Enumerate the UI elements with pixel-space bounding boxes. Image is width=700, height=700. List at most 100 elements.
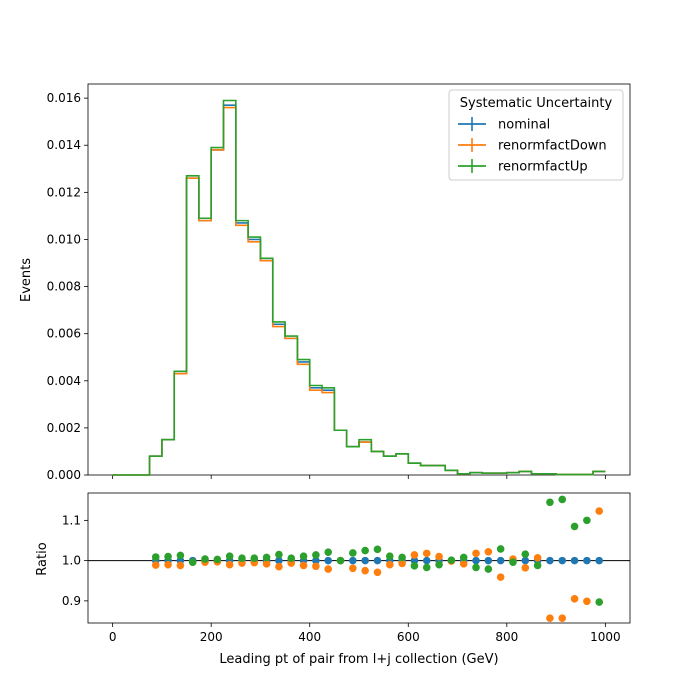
legend-frame xyxy=(448,89,624,181)
ratio-point-renormfactup xyxy=(287,554,296,563)
ratio-point-renormfactup xyxy=(583,516,591,525)
ratio-point-renormfactup xyxy=(422,563,431,572)
main-series-group xyxy=(112,99,606,476)
main-y-ticks: 0.000 0.002 0.004 0.006 0.008 0.010 0.012 0.014… xyxy=(47,91,88,482)
ratio-point-renormfactup xyxy=(151,553,160,561)
ratio-point-renormfactup xyxy=(521,550,530,558)
ratio-point-renormfactdown xyxy=(422,549,431,558)
ratio-point-renormfactup xyxy=(312,551,320,559)
ratio-y-tick-label: 1.1 xyxy=(62,513,81,527)
main-y-tick-label: 0.004 xyxy=(47,374,81,388)
ratio-point-renormfactup xyxy=(373,545,382,554)
ratio-point-nominal xyxy=(312,556,320,565)
ratio-point-nominal xyxy=(410,556,419,565)
legend-title: Systematic Uncertainty xyxy=(460,96,613,111)
ratio-point-renormfactup xyxy=(398,553,406,562)
ratio-point-nominal xyxy=(349,556,357,565)
ratio-point-renormfactup xyxy=(164,552,172,561)
main-y-tick-label: 0.006 xyxy=(47,327,81,341)
ratio-point-renormfactup xyxy=(213,555,222,564)
main-y-tick-label: 0.016 xyxy=(47,91,81,105)
ratio-plot-frame xyxy=(87,492,631,624)
ratio-point-nominal xyxy=(472,556,480,565)
x-tick-label: 400 xyxy=(298,630,321,644)
ratio-point-renormfactup xyxy=(176,551,185,560)
ratio-point-renormfactup xyxy=(410,562,419,570)
ratio-point-renormfactdown xyxy=(361,566,369,575)
ratio-y-tick-label: 0.9 xyxy=(62,594,81,608)
ratio-point-renormfactup xyxy=(299,552,308,560)
ratio-point-nominal xyxy=(546,556,554,565)
ratio-point-nominal xyxy=(275,556,283,565)
ratio-point-nominal xyxy=(484,556,493,565)
x-tick-label: 200 xyxy=(200,630,223,644)
main-y-tick-label: 0.000 xyxy=(47,468,81,482)
ratio-point-renormfactup xyxy=(324,548,333,556)
ratio-point-renormfactdown xyxy=(583,597,591,606)
ratio-point-renormfactup xyxy=(447,556,456,565)
legend-label-renormfactdown: renormfactDown xyxy=(498,139,607,154)
ratio-point-renormfactup xyxy=(250,554,259,563)
ratio-point-renormfactup xyxy=(533,561,542,570)
ratio-point-nominal xyxy=(361,556,369,565)
ratio-point-renormfactdown xyxy=(385,560,394,569)
ratio-point-renormfactdown xyxy=(275,562,283,571)
ratio-point-renormfactdown xyxy=(533,553,542,562)
ratio-point-nominal xyxy=(496,556,505,565)
ratio-point-renormfactup xyxy=(262,553,271,562)
ratio-point-nominal xyxy=(558,556,567,565)
ratio-point-renormfactdown xyxy=(299,561,308,570)
ratio-point-renormfactup xyxy=(201,555,209,563)
ratio-point-renormfactup xyxy=(188,558,197,567)
ratio-point-renormfactdown xyxy=(459,560,468,568)
ratio-point-renormfactdown xyxy=(410,551,419,559)
ratio-y-ticks: 0.9 1.0 1.1 xyxy=(62,513,88,608)
ratio-point-renormfactdown xyxy=(225,560,234,569)
ratio-point-renormfactdown xyxy=(312,562,320,571)
main-y-tick-label: 0.014 xyxy=(47,138,81,152)
ratio-point-renormfactdown xyxy=(373,568,382,577)
ratio-point-renormfactup xyxy=(570,522,579,531)
main-y-tick-label: 0.010 xyxy=(47,232,81,246)
ratio-point-renormfactup xyxy=(336,556,345,565)
ratio-point-renormfactdown xyxy=(472,549,480,558)
main-y-tick-label: 0.012 xyxy=(47,185,81,199)
ratio-point-renormfactdown xyxy=(349,564,357,573)
ratio-point-renormfactdown xyxy=(164,560,172,569)
main-plot-panel: 0.000 0.002 0.004 0.006 0.008 0.010 0.012 0.014… xyxy=(19,83,631,482)
ratio-point-renormfactup xyxy=(558,495,567,504)
main-y-tick-label: 0.008 xyxy=(47,280,81,294)
ratio-point-nominal xyxy=(595,556,604,565)
x-tick-label: 1000 xyxy=(590,630,621,644)
series-renormfactup-step-line xyxy=(112,99,606,476)
ratio-point-renormfactdown xyxy=(176,561,185,570)
ratio-plot-panel: 0.9 1.0 1.1 0 200 400 600 800 1000 Ratio xyxy=(35,492,631,644)
ratio-point-renormfactdown xyxy=(484,547,493,556)
ratio-point-renormfactdown xyxy=(496,573,505,581)
ratio-point-nominal xyxy=(422,556,431,565)
main-y-tick-label: 0.002 xyxy=(47,421,81,435)
ratio-point-renormfactup xyxy=(546,498,554,507)
ratio-point-renormfactup xyxy=(238,554,246,563)
x-tick-label: 600 xyxy=(397,630,420,644)
ratio-point-renormfactup xyxy=(459,553,468,562)
ratio-point-renormfactup xyxy=(595,598,604,606)
ratio-point-renormfactup xyxy=(435,560,443,569)
main-y-axis-label: Events xyxy=(19,258,34,302)
ratio-point-renormfactup xyxy=(275,550,283,559)
ratio-point-renormfactdown xyxy=(262,560,271,568)
ratio-point-renormfactdown xyxy=(546,614,554,622)
legend: Systematic Uncertainty nominal renormfact… xyxy=(448,89,624,181)
ratio-point-renormfactup xyxy=(484,565,493,573)
ratio-point-nominal xyxy=(583,556,591,565)
ratio-x-ticks: 0 200 400 600 800 1000 xyxy=(109,623,621,644)
ratio-point-renormfactup xyxy=(361,546,369,555)
ratio-point-renormfactup xyxy=(472,563,480,572)
ratio-point-renormfactup xyxy=(496,545,505,553)
ratio-points-group xyxy=(151,495,604,622)
legend-label-renormfactup: renormfactUp xyxy=(498,160,588,175)
ratio-point-nominal xyxy=(373,556,382,565)
ratio-point-renormfactup xyxy=(349,549,357,557)
ratio-point-nominal xyxy=(521,556,530,565)
